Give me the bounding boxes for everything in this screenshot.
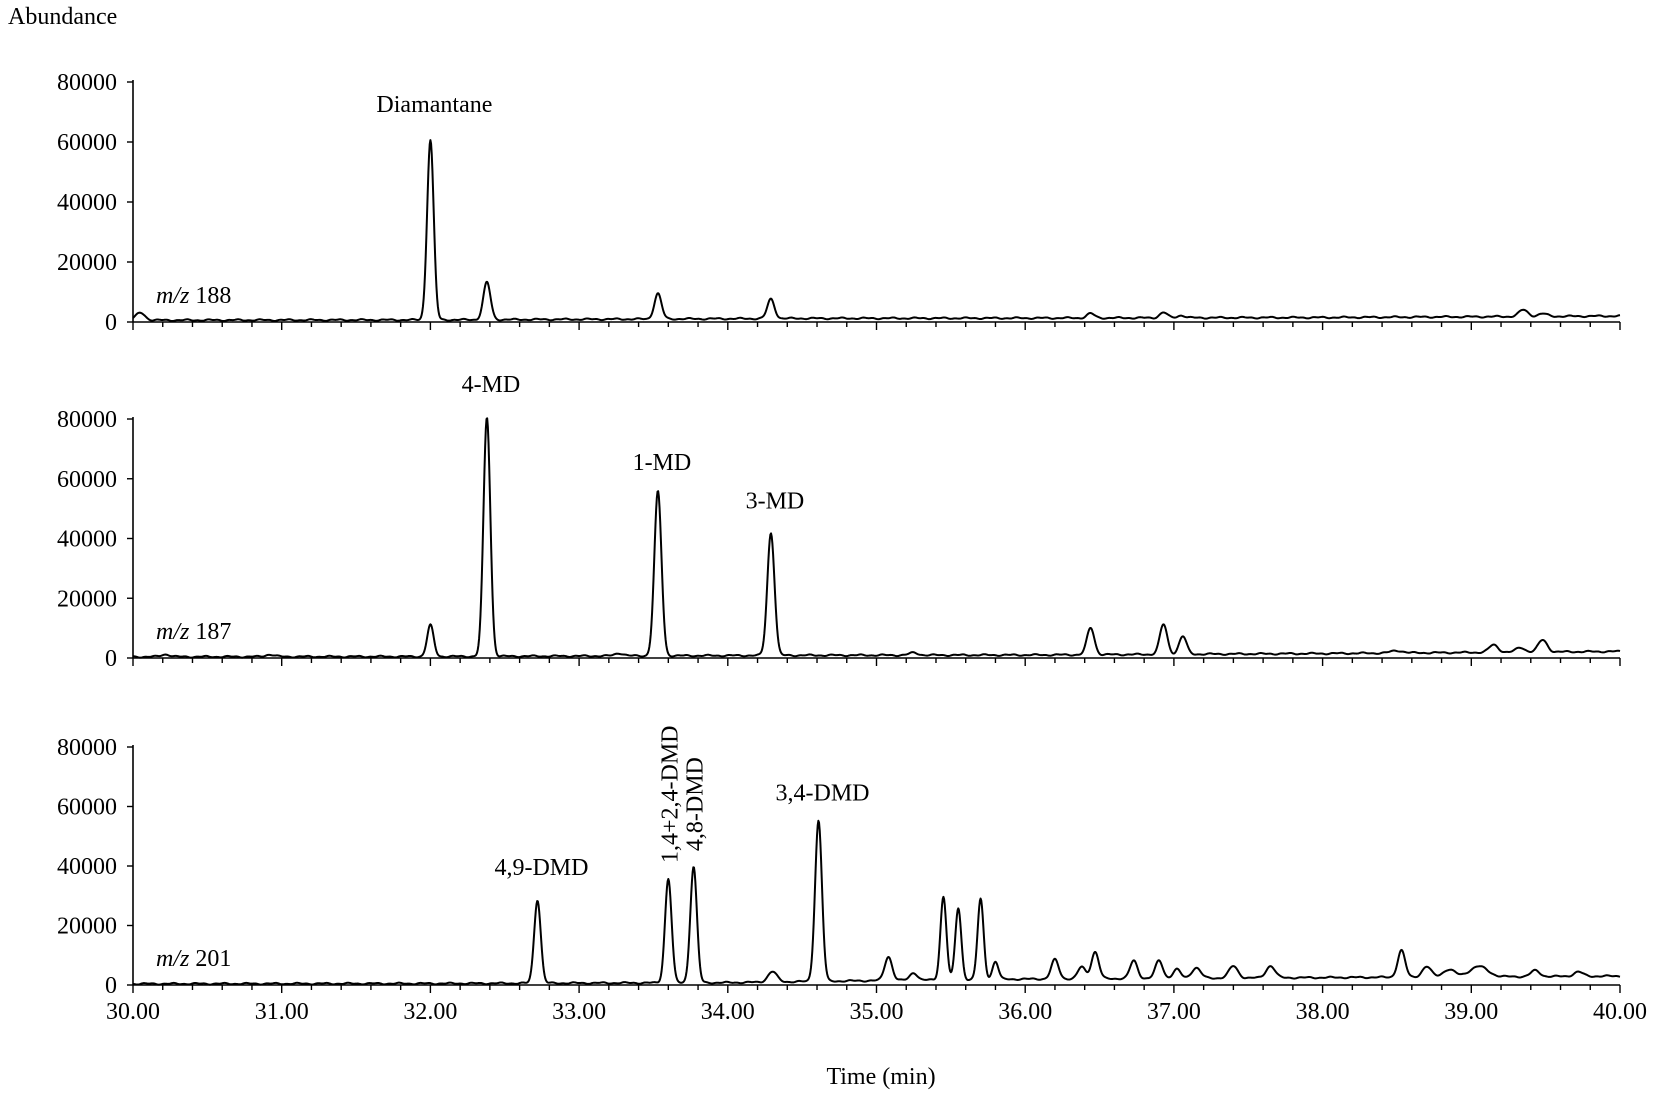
x-tick-label: 31.00	[255, 999, 309, 1025]
y-tick-label: 20000	[57, 250, 117, 276]
chromatogram-trace	[132, 819, 1621, 986]
ion-label-prefix: m/z	[156, 619, 190, 645]
peak-label: 4-MD	[462, 372, 521, 398]
x-tick-label: 37.00	[1147, 999, 1201, 1025]
ion-label-prefix: m/z	[156, 283, 190, 309]
y-tick-label: 80000	[57, 735, 117, 761]
y-tick-label: 0	[105, 310, 117, 336]
x-axis-title: Time (min)	[826, 1064, 935, 1090]
peak-label: 3-MD	[746, 489, 805, 515]
peak-label: Diamantane	[376, 92, 492, 118]
y-tick-label: 0	[105, 646, 117, 672]
x-tick-label: 36.00	[998, 999, 1052, 1025]
ion-label: m/z 188	[156, 283, 231, 309]
x-tick-label: 34.00	[701, 999, 755, 1025]
y-tick-label: 60000	[57, 467, 117, 493]
panel-2: 0 20000 40000 60000 80000 m/z 187 4-MD 1-MD 3-MD	[57, 372, 1621, 672]
y-tick-label: 40000	[57, 527, 117, 553]
x-tick-label: 38.00	[1296, 999, 1350, 1025]
x-tick-label: 33.00	[552, 999, 606, 1025]
ion-label-prefix: m/z	[156, 946, 190, 972]
y-tick-label: 80000	[57, 70, 117, 96]
peak-label: 1,4+2,4-DMD	[657, 725, 683, 863]
y-tick-label: 60000	[57, 130, 117, 156]
peak-label: 3,4-DMD	[776, 781, 870, 807]
x-tick-label: 30.00	[106, 999, 160, 1025]
y-tick-label: 20000	[57, 586, 117, 612]
y-tick-label: 80000	[57, 407, 117, 433]
peak-label: 4,9-DMD	[494, 855, 588, 881]
panel-1: 0 20000 40000 60000 80000 m/z 188 Diamantane	[57, 70, 1621, 336]
panel-3: 0 20000 40000 60000 80000 30.00 31.00 32.00 33.0…	[57, 725, 1647, 1025]
x-tick-label: 32.00	[403, 999, 457, 1025]
x-tick-label: 39.00	[1444, 999, 1498, 1025]
y-tick-label: 0	[105, 973, 117, 999]
ion-label: m/z 201	[156, 946, 231, 972]
x-tick-label: 35.00	[850, 999, 904, 1025]
y-tick-label: 20000	[57, 914, 117, 940]
y-tick-label: 60000	[57, 795, 117, 821]
peak-label: 1-MD	[633, 450, 692, 476]
chromatogram-trace	[132, 417, 1621, 659]
ion-label-value: 188	[189, 283, 231, 309]
chromatogram-trace	[132, 139, 1621, 323]
ion-label-value: 187	[189, 619, 231, 645]
ion-label: m/z 187	[156, 619, 231, 645]
y-tick-label: 40000	[57, 854, 117, 880]
y-axis-title: Abundance	[8, 4, 117, 30]
ion-label-value: 201	[189, 946, 231, 972]
x-tick-label: 40.00	[1593, 999, 1647, 1025]
chromatogram-panels: 0 20000 40000 60000 80000 m/z 188 Diamantane 0 2…	[57, 70, 1647, 1025]
y-tick-label: 40000	[57, 190, 117, 216]
peak-label: 4,8-DMD	[683, 757, 709, 851]
